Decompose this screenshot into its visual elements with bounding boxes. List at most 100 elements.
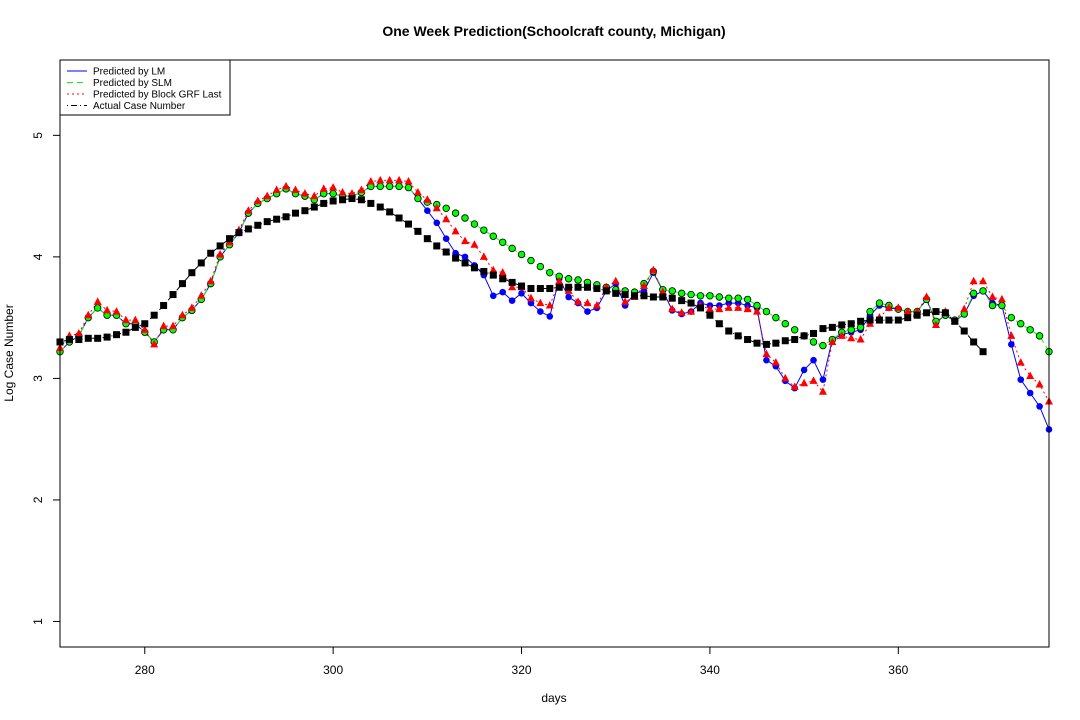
legend-box	[59, 59, 231, 116]
point	[197, 291, 206, 299]
point	[433, 242, 441, 250]
point	[263, 191, 272, 200]
y-tick-label: 3	[31, 375, 45, 382]
point	[479, 252, 488, 260]
point	[960, 304, 969, 313]
point	[771, 358, 780, 366]
point	[828, 337, 837, 345]
point	[329, 183, 338, 191]
point	[216, 249, 225, 258]
point	[781, 320, 789, 328]
point	[508, 244, 516, 253]
point	[414, 227, 422, 235]
point	[800, 332, 808, 340]
point	[348, 195, 356, 203]
x-tick-label: 320	[512, 663, 532, 677]
point	[159, 321, 168, 330]
point	[706, 292, 714, 300]
point	[988, 292, 997, 300]
legend-label: Predicted by Block GRF Last	[93, 90, 222, 101]
point	[1026, 326, 1034, 334]
point	[810, 329, 818, 337]
point	[875, 299, 884, 307]
point	[518, 282, 526, 290]
point	[254, 221, 262, 229]
point	[545, 300, 554, 309]
point	[847, 326, 855, 334]
point	[649, 265, 658, 274]
point	[668, 287, 676, 295]
point	[1016, 358, 1025, 366]
point	[941, 309, 949, 317]
point	[894, 316, 902, 324]
point	[150, 311, 158, 319]
point	[687, 290, 695, 299]
point	[140, 325, 149, 333]
point	[442, 248, 450, 256]
legend-label: Actual Case Number	[93, 101, 186, 112]
point	[329, 197, 337, 205]
point	[979, 287, 987, 295]
legend-label: Predicted by SLM	[93, 78, 172, 89]
point	[244, 206, 253, 214]
y-tick-label: 4	[31, 253, 45, 260]
point	[932, 308, 940, 316]
point	[499, 275, 507, 283]
point	[913, 311, 921, 319]
point	[329, 189, 337, 198]
point	[584, 308, 591, 315]
point	[461, 236, 470, 245]
point	[923, 309, 931, 317]
point	[564, 275, 573, 283]
point	[113, 331, 121, 339]
point	[819, 376, 827, 383]
point	[724, 303, 733, 311]
point	[1026, 389, 1034, 397]
point	[75, 336, 83, 344]
series-line	[59, 179, 1050, 402]
chart-title: One Week Prediction(Schoolcraft county, …	[382, 23, 725, 39]
point	[405, 220, 413, 228]
point	[93, 297, 102, 305]
point	[894, 303, 903, 311]
point	[300, 189, 309, 197]
plot-box	[59, 59, 1050, 648]
point	[838, 321, 846, 329]
point	[357, 185, 366, 194]
point	[678, 297, 686, 305]
point	[385, 175, 394, 184]
point	[790, 326, 799, 334]
point	[273, 215, 281, 223]
point	[508, 297, 516, 304]
point	[282, 213, 290, 221]
point	[93, 304, 102, 312]
point	[253, 196, 262, 204]
point	[470, 240, 479, 248]
point	[339, 196, 347, 204]
point	[310, 203, 318, 211]
point	[612, 289, 620, 297]
point	[781, 373, 790, 382]
series-line	[59, 185, 1050, 353]
point	[555, 283, 563, 291]
point	[621, 297, 630, 305]
point	[320, 199, 328, 207]
y-tick-label: 2	[31, 496, 45, 503]
point	[489, 271, 497, 279]
point	[527, 284, 535, 292]
point	[424, 207, 431, 214]
point	[988, 301, 997, 310]
point	[574, 283, 582, 291]
point	[216, 242, 224, 250]
point	[866, 316, 874, 324]
point	[376, 203, 384, 211]
point	[489, 292, 497, 300]
point	[555, 276, 564, 285]
point	[602, 287, 610, 295]
point	[677, 289, 686, 298]
x-tick-label: 360	[888, 663, 908, 677]
point	[235, 229, 243, 237]
point	[970, 338, 978, 346]
point	[621, 291, 629, 299]
